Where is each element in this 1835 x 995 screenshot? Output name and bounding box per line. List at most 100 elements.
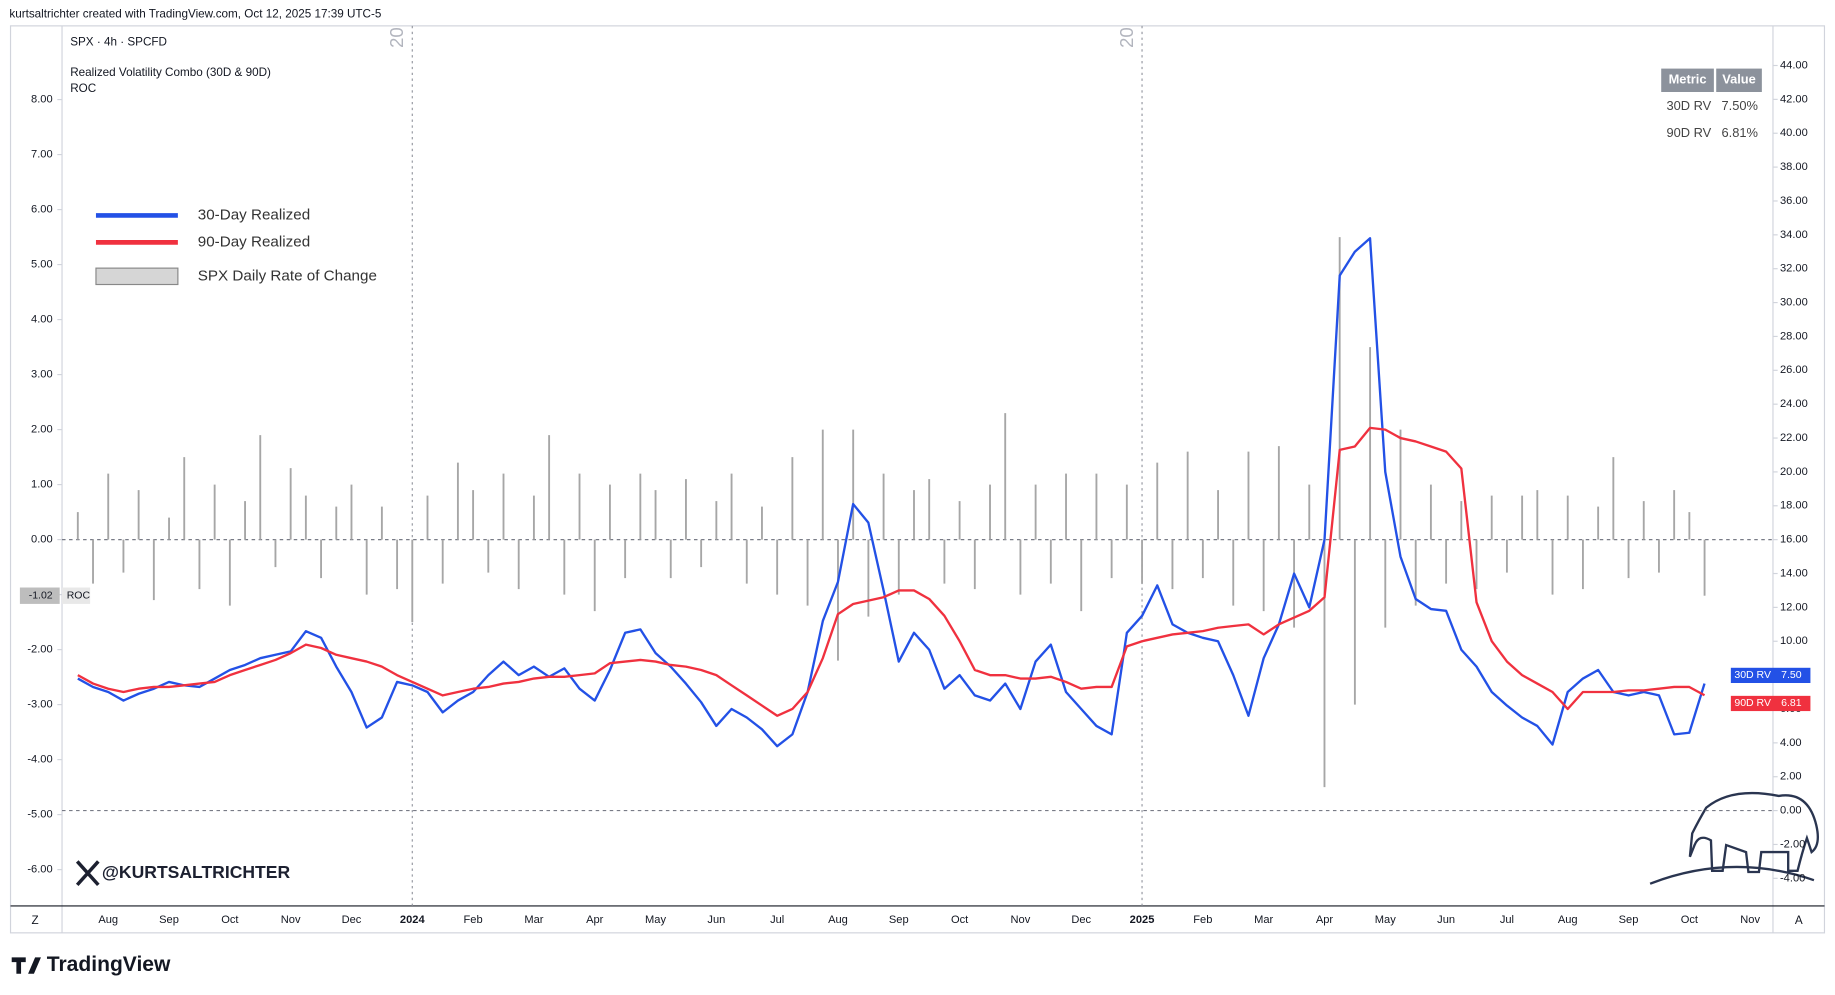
y-tick-label: -4.00 [27, 754, 52, 766]
attribution: kurtsaltrichter created with TradingView… [9, 7, 382, 20]
badge [19, 587, 60, 604]
x-tick-label: 2025 [1130, 914, 1155, 926]
x-tick-label: Oct [221, 914, 238, 926]
x-tick-label: Aug [1558, 914, 1578, 926]
y2-tick-label: 24.00 [1780, 398, 1808, 410]
series-line [77, 426, 1706, 717]
badge-name: 90D RV [1734, 697, 1771, 709]
table-header-cell [1715, 67, 1764, 94]
y2-tick-label: 28.00 [1780, 330, 1808, 342]
y-tick-label: -6.00 [27, 864, 52, 876]
handle-logo: @KURTSALTRICHTER [75, 860, 291, 887]
x-tick-label: Dec [342, 914, 362, 926]
x-tick-label: May [1375, 914, 1396, 926]
x-tick-label: Nov [1011, 914, 1031, 926]
table-header: Metric [1669, 72, 1707, 87]
session-label: 20 [1116, 27, 1137, 48]
y2-tick-label: 0.00 [1780, 805, 1802, 817]
y-tick-label: 5.00 [31, 259, 53, 271]
x-tick-label: Sep [159, 914, 179, 926]
y2-tick-label: 34.00 [1780, 229, 1808, 241]
badge-name: ROC [67, 589, 91, 601]
y-tick-label: 7.00 [31, 149, 53, 161]
x-tick-label: Nov [281, 914, 301, 926]
y2-tick-label: 36.00 [1780, 195, 1808, 207]
x-tick-label: Nov [1740, 914, 1760, 926]
x-tick-label: Mar [1254, 914, 1273, 926]
indicator-name: Realized Volatility Combo (30D & 90D) [70, 66, 271, 79]
x-tick-label: Aug [98, 914, 118, 926]
x-tick-label: Apr [586, 914, 604, 926]
y-tick-label: 4.00 [31, 314, 53, 326]
x-tick-label: Oct [1681, 914, 1698, 926]
series-line [77, 237, 1706, 748]
table-cell: 6.81% [1721, 125, 1757, 140]
badge-value: -1.02 [29, 589, 53, 601]
y-tick-label: -5.00 [27, 809, 52, 821]
y2-tick-label: 30.00 [1780, 297, 1808, 309]
x-tick-label: Feb [464, 914, 483, 926]
y2-tick-label: 20.00 [1780, 466, 1808, 478]
x-tick-label: Jun [707, 914, 725, 926]
table-header: Value [1722, 72, 1756, 87]
badge [1730, 695, 1811, 712]
x-tick-label: Jul [770, 914, 784, 926]
table-cell: 90D RV [1666, 125, 1711, 140]
x-tick-label: Jun [1437, 914, 1455, 926]
table-cell: 30D RV [1666, 98, 1711, 113]
y2-tick-label: 2.00 [1780, 771, 1802, 783]
x-tick-label: Feb [1193, 914, 1212, 926]
y2-tick-label: -4.00 [1780, 872, 1805, 884]
frame [9, 25, 1826, 934]
x-tick-label: Jul [1500, 914, 1514, 926]
indicator-name: ROC [70, 82, 96, 95]
brand: TradingView [11, 953, 171, 976]
y2-tick-label: 18.00 [1780, 500, 1808, 512]
badge-value: 6.81 [1781, 697, 1802, 709]
y-tick-label: 6.00 [31, 204, 53, 216]
y2-tick-label: 14.00 [1780, 567, 1808, 579]
x-tick-label: Mar [524, 914, 543, 926]
table-header-cell [1660, 67, 1716, 94]
y2-tick-label: 16.00 [1780, 534, 1808, 546]
badge-name: 30D RV [1734, 669, 1771, 681]
badge-value: 7.50 [1781, 669, 1802, 681]
x-tick-label: Apr [1316, 914, 1334, 926]
legend-swatch [95, 267, 179, 286]
y-tick-label: 8.00 [31, 94, 53, 106]
x-tick-label: Sep [1619, 914, 1639, 926]
legend-label: 90-Day Realized [198, 233, 310, 250]
x-tick-label: Dec [1071, 914, 1091, 926]
y-tick-label: -3.00 [27, 699, 52, 711]
x-logo [75, 860, 100, 887]
x-tick-label: Aug [828, 914, 848, 926]
logo-arc [1649, 865, 1815, 885]
y-tick-label: 3.00 [31, 369, 53, 381]
y2-tick-label: 26.00 [1780, 364, 1808, 376]
logo-body [1688, 791, 1819, 874]
badge [62, 587, 91, 604]
y2-tick-label: 40.00 [1780, 127, 1808, 139]
legend-label: 30-Day Realized [198, 206, 310, 223]
y2-tick-label: 10.00 [1780, 635, 1808, 647]
badge [1730, 667, 1811, 684]
table-cell: 7.50% [1721, 98, 1757, 113]
y2-tick-label: 38.00 [1780, 161, 1808, 173]
brand-name: TradingView [47, 953, 171, 976]
y2-tick-label: -2.00 [1780, 838, 1805, 850]
y2-tick-label: 4.00 [1780, 737, 1802, 749]
x-tick-label: May [645, 914, 666, 926]
y2-tick-label: 32.00 [1780, 263, 1808, 275]
session-label: 20 [386, 27, 407, 48]
brand-logo [11, 957, 41, 974]
y2-tick-label: 22.00 [1780, 432, 1808, 444]
button[interactable]: A [1795, 914, 1803, 927]
button[interactable]: Z [32, 914, 39, 927]
y-tick-label: 0.00 [31, 534, 53, 546]
y2-tick-label: 44.00 [1780, 59, 1808, 71]
y-tick-label: 2.00 [31, 424, 53, 436]
handle: @KURTSALTRICHTER [102, 862, 291, 882]
x-tick-label: Sep [889, 914, 909, 926]
